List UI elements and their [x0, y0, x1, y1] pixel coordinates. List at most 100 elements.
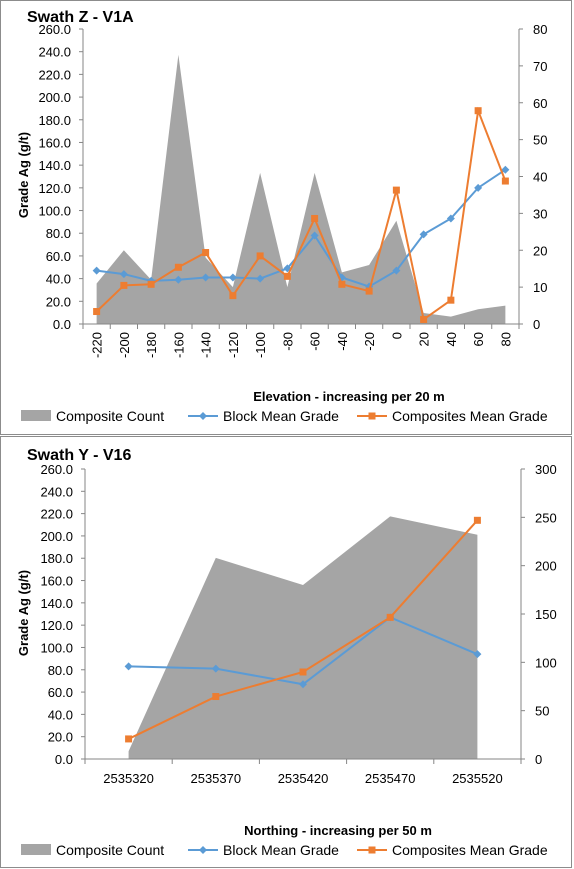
- marker-block-mean-grade: [211, 664, 220, 673]
- marker-block-mean-grade: [92, 266, 101, 275]
- marker-composites-mean-grade: [229, 292, 237, 300]
- x-tick-label: -20: [362, 332, 377, 351]
- legend-label-composites-mean-grade: Composites Mean Grade: [392, 408, 548, 424]
- legend-label-composite-count: Composite Count: [56, 842, 164, 858]
- marker-block-mean-grade: [473, 650, 482, 659]
- legend-swatch-composite-count: [21, 844, 51, 855]
- x-tick-label: 2535370: [190, 771, 241, 786]
- x-tick-label: 2535320: [103, 771, 154, 786]
- y-tick-label: 40.0: [48, 707, 73, 722]
- y-tick-label: 80.0: [48, 663, 73, 678]
- marker-block-mean-grade: [501, 165, 510, 174]
- y-tick-label: 20.0: [48, 730, 73, 745]
- marker-composites-mean-grade: [447, 296, 455, 304]
- y2-tick-label: 50: [535, 704, 549, 719]
- area-composite-count: [128, 516, 478, 759]
- marker-block-mean-grade: [174, 275, 183, 284]
- marker-block-mean-grade: [310, 231, 319, 240]
- y2-tick-label: 150: [535, 607, 557, 622]
- marker-block-mean-grade: [419, 230, 428, 239]
- y-axis-title: Grade Ag (g/t): [16, 132, 31, 218]
- marker-block-mean-grade: [201, 273, 210, 282]
- chart-panel-swath-y: Swath Y - V16 Grade Ag (g/t) Northing - …: [0, 436, 572, 868]
- y2-tick-label: 0: [533, 317, 540, 332]
- x-tick-label: -120: [226, 332, 241, 358]
- chart-svg-swath-y: Swath Y - V16 Grade Ag (g/t) Northing - …: [16, 447, 557, 858]
- marker-composites-mean-grade: [420, 315, 428, 323]
- marker-block-mean-grade: [392, 266, 401, 275]
- marker-block-mean-grade: [119, 270, 128, 279]
- marker-composites-mean-grade: [501, 177, 509, 185]
- y-tick-label: 0.0: [53, 317, 71, 332]
- y-tick-label: 220.0: [38, 67, 71, 82]
- y2-tick-label: 80: [533, 22, 547, 37]
- y-tick-label: 240.0: [40, 484, 73, 499]
- y-tick-label: 220.0: [40, 507, 73, 522]
- marker-composites-mean-grade: [125, 735, 133, 743]
- y-tick-label: 60.0: [46, 249, 71, 264]
- line-composites-mean-grade: [95, 106, 507, 322]
- y-tick-label: 120.0: [38, 181, 71, 196]
- line-block-mean-grade: [96, 168, 506, 288]
- marker-composites-mean-grade: [256, 252, 264, 260]
- legend-marker-composites-mean-grade: [368, 846, 376, 854]
- y-tick-label: 80.0: [46, 226, 71, 241]
- legend-marker-block-mean-grade: [199, 846, 207, 854]
- marker-composites-mean-grade: [311, 214, 319, 222]
- x-tick-label: 80: [498, 332, 513, 346]
- y-tick-label: 260.0: [38, 22, 71, 37]
- x-tick-label: -200: [117, 332, 132, 358]
- marker-block-mean-grade: [299, 680, 307, 689]
- marker-composites-mean-grade: [473, 516, 481, 524]
- marker-block-mean-grade: [256, 274, 265, 283]
- x-tick-label: -180: [144, 332, 159, 358]
- legend-marker-composites-mean-grade: [368, 412, 376, 420]
- marker-block-mean-grade: [446, 214, 455, 223]
- x-tick-label: 20: [417, 332, 432, 346]
- marker-composites-mean-grade: [386, 613, 394, 621]
- legend-label-block-mean-grade: Block Mean Grade: [223, 408, 339, 424]
- marker-composites-mean-grade: [93, 308, 101, 316]
- x-tick-label: 2535470: [365, 771, 416, 786]
- x-tick-label: -100: [253, 332, 268, 358]
- chart-title: Swath Z - V1A: [27, 9, 134, 26]
- chart-title: Swath Y - V16: [27, 447, 131, 464]
- y-tick-label: 20.0: [46, 294, 71, 309]
- y-tick-label: 140.0: [38, 158, 71, 173]
- x-axis-title: Northing - increasing per 50 m: [244, 823, 432, 838]
- marker-composites-mean-grade: [202, 249, 210, 257]
- marker-composites-mean-grade: [283, 272, 291, 280]
- x-tick-label: 60: [471, 332, 486, 346]
- marker-composites-mean-grade: [174, 263, 182, 271]
- marker-composites-mean-grade: [299, 668, 307, 676]
- legend-label-composites-mean-grade: Composites Mean Grade: [392, 842, 548, 858]
- y-tick-label: 200.0: [38, 90, 71, 105]
- y-tick-label: 160.0: [38, 135, 71, 150]
- marker-composites-mean-grade: [474, 107, 482, 115]
- marker-composites-mean-grade: [338, 280, 346, 288]
- y-tick-label: 100.0: [40, 640, 73, 655]
- x-tick-label: -220: [90, 332, 105, 358]
- y2-tick-label: 300: [535, 462, 557, 477]
- marker-composites-mean-grade: [392, 186, 400, 194]
- y2-tick-label: 100: [535, 655, 557, 670]
- chart-svg-swath-z: Swath Z - V1A Grade Ag (g/t) Elevation -…: [16, 9, 548, 424]
- y2-tick-label: 40: [533, 170, 547, 185]
- y2-tick-label: 0: [535, 752, 542, 767]
- y-tick-label: 160.0: [40, 574, 73, 589]
- y-tick-label: 240.0: [38, 45, 71, 60]
- marker-block-mean-grade: [228, 273, 237, 282]
- y2-tick-label: 50: [533, 133, 547, 148]
- marker-composites-mean-grade: [212, 693, 220, 701]
- y2-tick-label: 70: [533, 59, 547, 74]
- y-tick-label: 140.0: [40, 596, 73, 611]
- marker-composites-mean-grade: [365, 287, 373, 295]
- x-tick-label: 0: [389, 332, 404, 339]
- y-tick-label: 100.0: [38, 204, 71, 219]
- y-tick-label: 260.0: [40, 462, 73, 477]
- marker-composites-mean-grade: [120, 281, 128, 289]
- x-axis-title: Elevation - increasing per 20 m: [253, 389, 444, 404]
- legend-marker-block-mean-grade: [199, 412, 207, 420]
- y2-tick-label: 250: [535, 510, 557, 525]
- y-tick-label: 120.0: [40, 618, 73, 633]
